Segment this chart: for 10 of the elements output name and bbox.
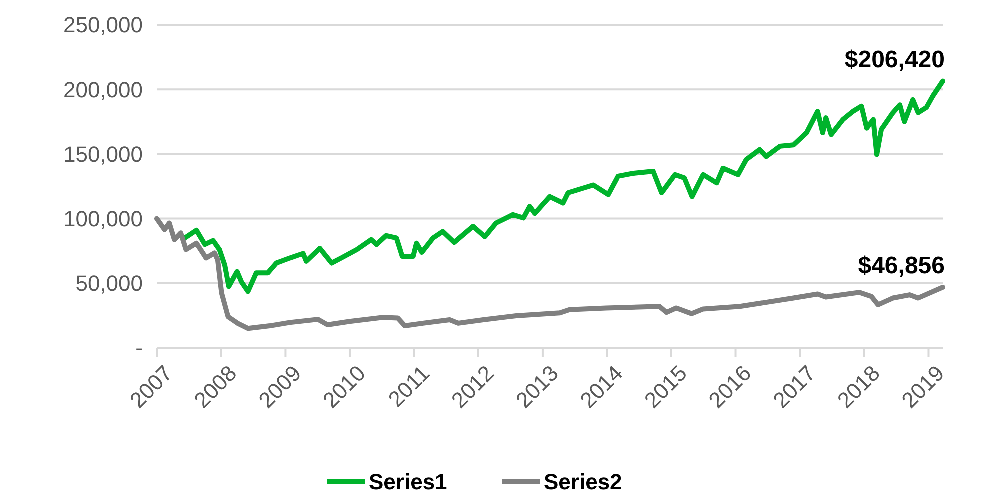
annotation: $46,856 [858, 252, 945, 280]
y-tick-label: 200,000 [63, 77, 143, 102]
y-tick-label: 250,000 [63, 12, 143, 38]
y-tick-label: 50,000 [76, 271, 143, 296]
annotation: $206,420 [844, 46, 945, 74]
y-tick-label: - [136, 336, 143, 361]
y-tick-label: 100,000 [63, 206, 143, 232]
legend-label: Series1 [369, 470, 448, 495]
legend-label: Series2 [544, 470, 622, 495]
y-tick-label: 150,000 [63, 142, 143, 167]
